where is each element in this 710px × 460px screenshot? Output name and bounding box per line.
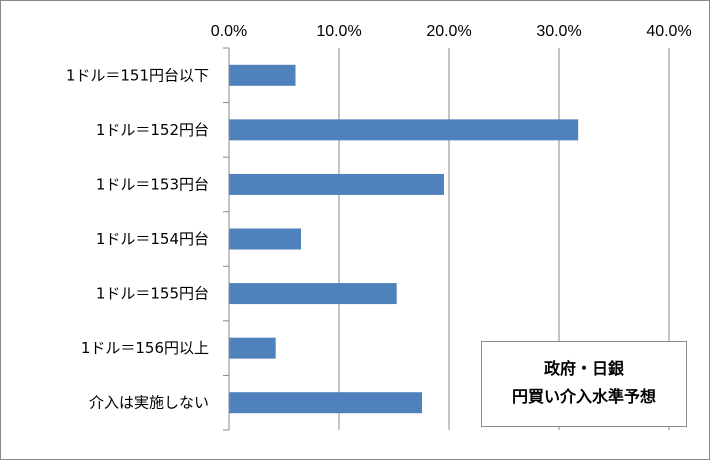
bar <box>229 119 579 141</box>
category-label: 1ドル＝155円台 <box>96 285 209 303</box>
bars <box>229 64 579 414</box>
category-labels: 1ドル＝151円台以下 1ドル＝152円台 1ドル＝153円台 1ドル＝154円台 1ド… <box>66 47 229 431</box>
category-label: 介入は実施しない <box>89 394 209 412</box>
annotation-line-2: 円買い介入水準予想 <box>511 387 656 406</box>
bar <box>229 392 422 414</box>
category-label: 1ドル＝154円台 <box>96 230 209 248</box>
x-tick-label: 0.0% <box>211 23 247 40</box>
annotation-box: 政府・日銀 円買い介入水準予想 <box>481 341 687 427</box>
bar <box>229 64 296 86</box>
x-tick-label: 10.0% <box>316 23 361 40</box>
category-label: 1ドル＝153円台 <box>96 175 209 193</box>
bar <box>229 228 301 250</box>
bar <box>229 173 444 195</box>
annotation-line-1: 政府・日銀 <box>543 359 624 378</box>
gridlines <box>338 48 670 430</box>
x-tick-labels: 0.0% 10.0% 20.0% 30.0% 40.0% <box>211 23 692 40</box>
category-label: 1ドル＝151円台以下 <box>66 66 209 84</box>
bar <box>229 337 276 359</box>
category-label: 1ドル＝152円台 <box>96 121 209 139</box>
category-label: 1ドル＝156円以上 <box>81 339 209 357</box>
x-tick-label: 30.0% <box>536 23 581 40</box>
bar <box>229 283 397 305</box>
x-tick-label: 20.0% <box>426 23 471 40</box>
x-tick-label: 40.0% <box>646 23 691 40</box>
